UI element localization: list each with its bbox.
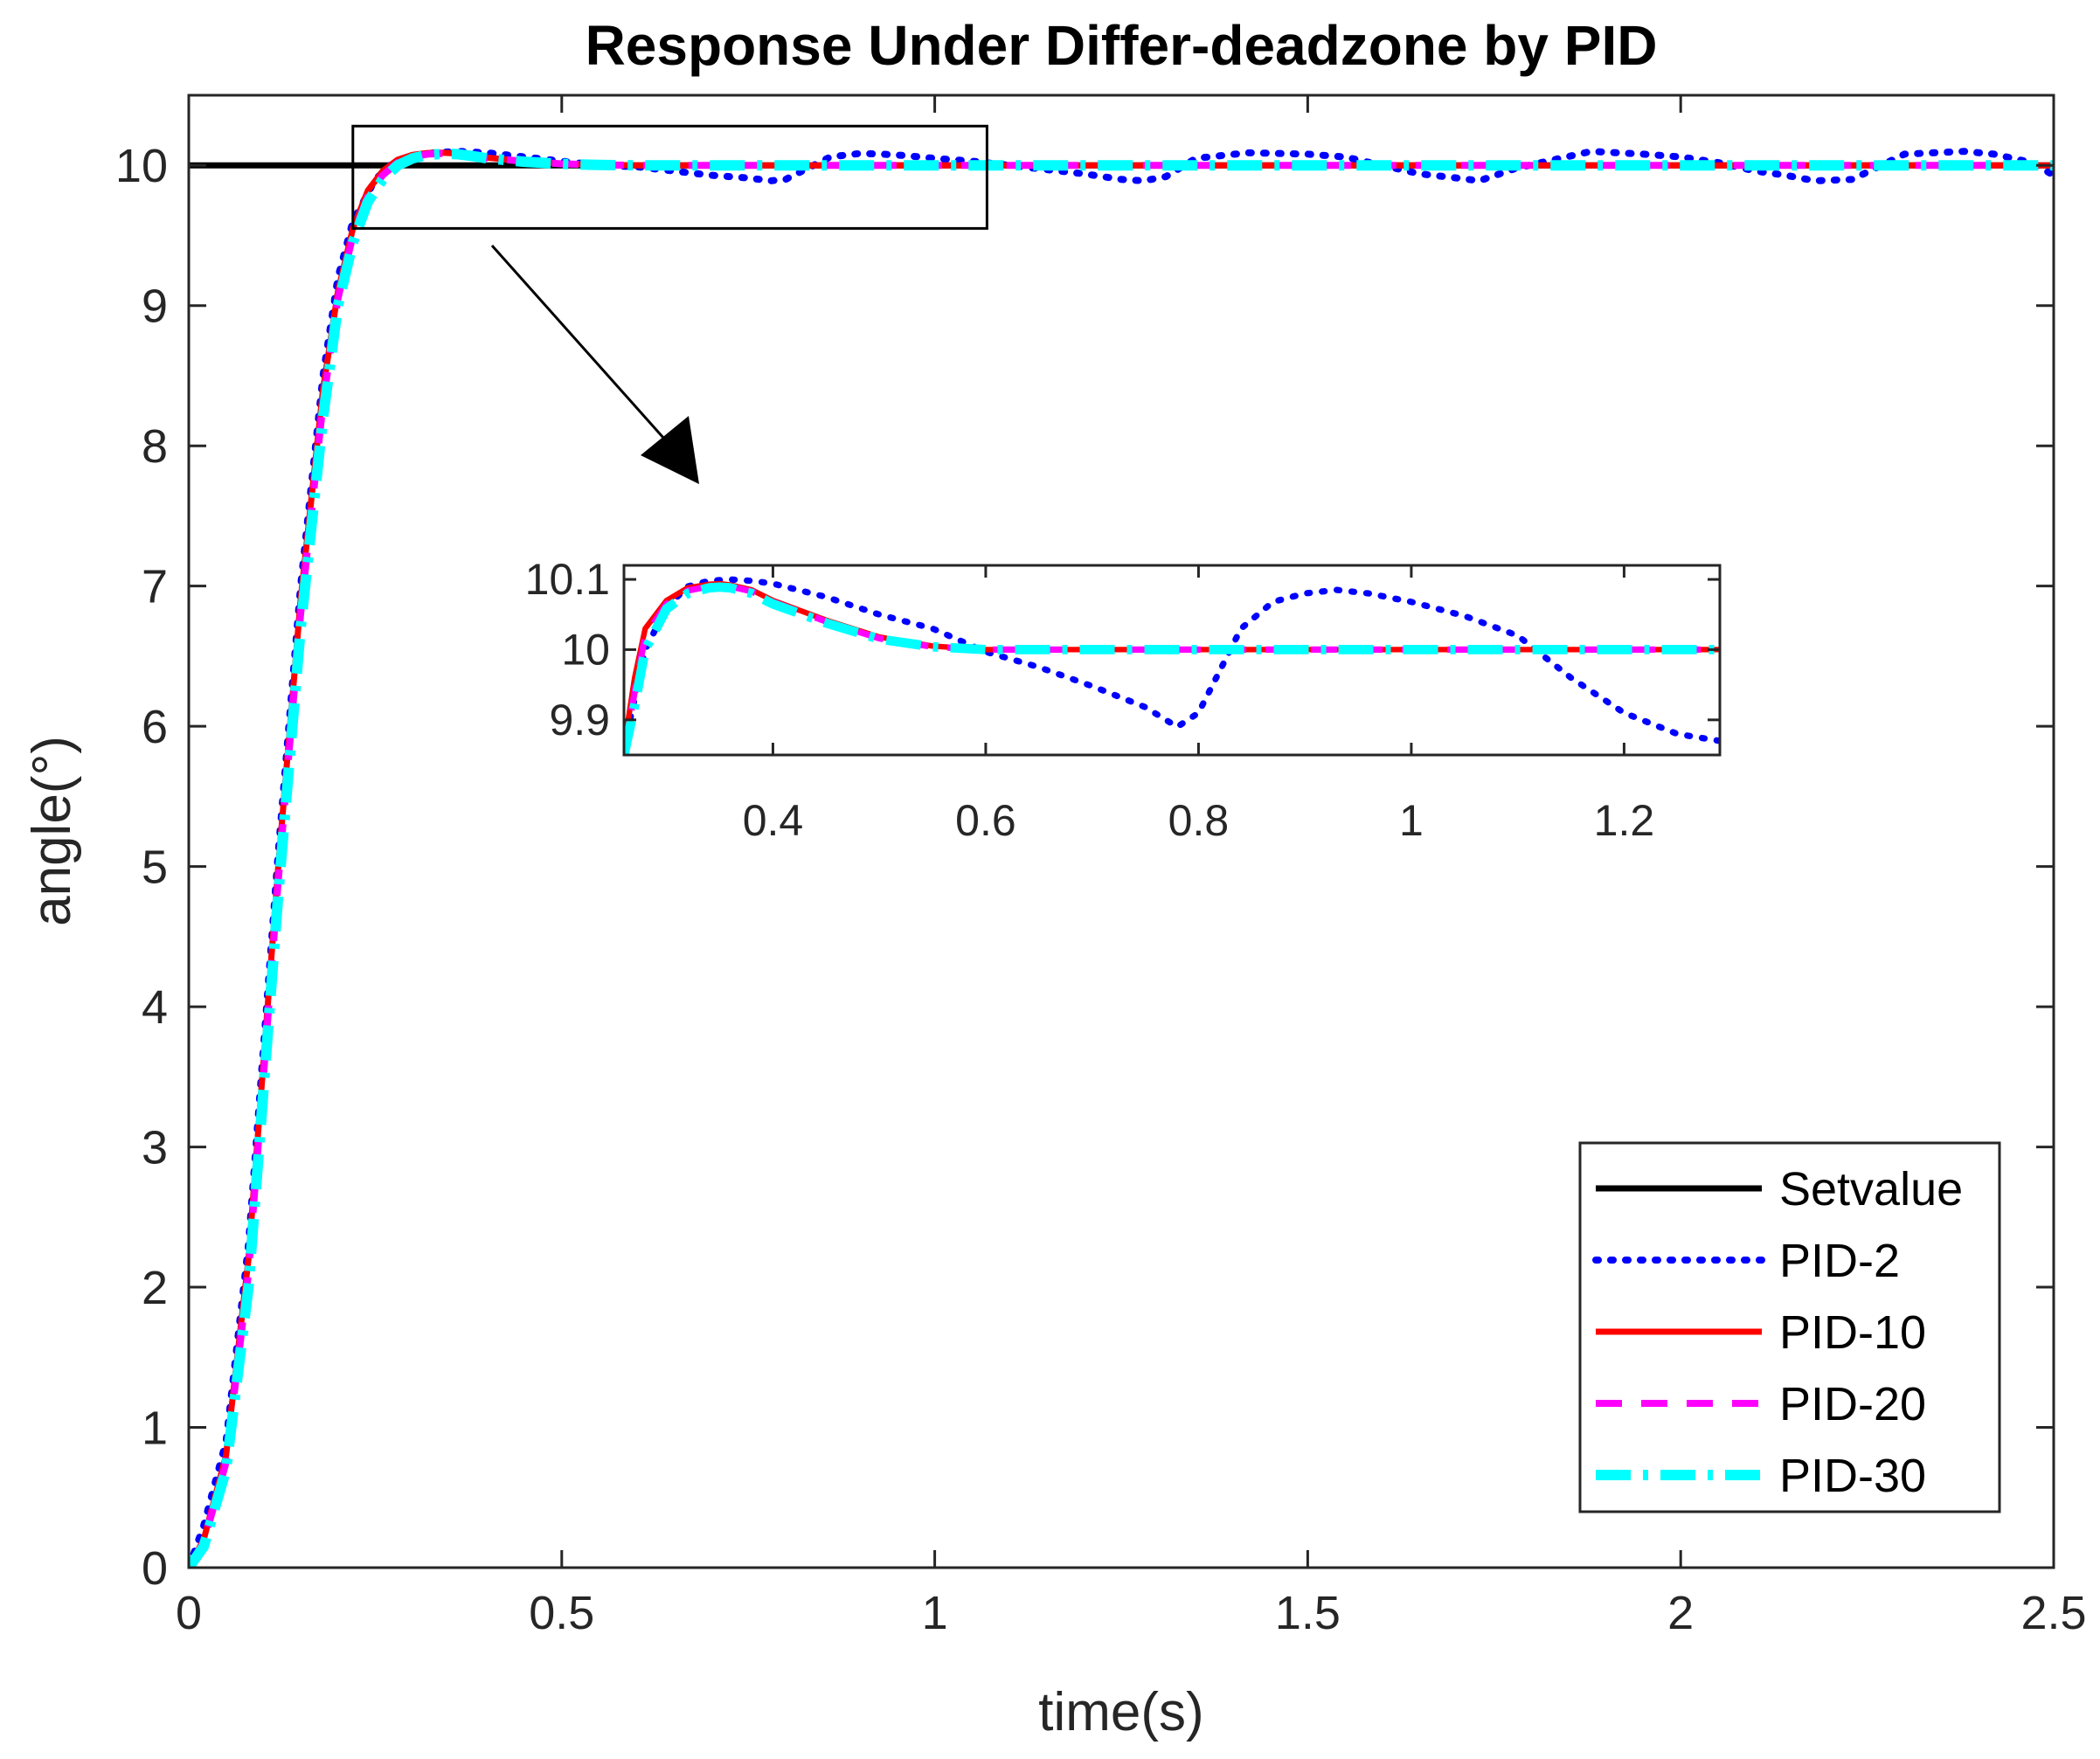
main-axes: 0 0.5 1 1.5 2 2.5 0 1 2 3 4 5 6 7 8 9 10: [115, 93, 2087, 1639]
legend-label-setvalue: Setvalue: [1779, 1163, 1963, 1215]
x-axis-label: time(s): [1038, 1682, 1203, 1742]
legend-label-pid-2: PID-2: [1779, 1235, 1900, 1287]
inset-x-tick-label: 1: [1399, 796, 1424, 845]
inset-y-tick-label: 9.9: [549, 696, 610, 744]
inset-series-pid-30: [624, 582, 1720, 755]
inset-x-tick-label: 0.6: [955, 796, 1016, 845]
inset-axes: 0.4 0.6 0.8 1 1.2 9.9 10 10.1: [525, 555, 1722, 845]
inset-x-tick-label: 1.2: [1594, 796, 1655, 845]
legend-label-pid-30: PID-30: [1779, 1450, 1926, 1502]
y-tick-label: 2: [142, 1262, 168, 1314]
y-tick-label: 7: [142, 561, 168, 613]
y-tick-label: 0: [142, 1542, 168, 1595]
inset-x-tick-label: 0.4: [743, 796, 804, 845]
main-series-pid-30: [189, 149, 2054, 1568]
y-tick-label: 3: [142, 1122, 168, 1174]
y-tick-label: 9: [142, 280, 168, 333]
x-tick-label: 0.5: [529, 1587, 594, 1639]
inset-zoom-plot: 0.4 0.6 0.8 1 1.2 9.9 10 10.1: [525, 555, 1722, 845]
zoom-arrow-icon: [490, 245, 699, 484]
y-tick-label: 6: [142, 701, 168, 753]
chart-title: Response Under Differ-deadzone by PID: [586, 14, 1658, 77]
x-tick-label: 0: [176, 1587, 202, 1639]
x-tick-label: 1.5: [1275, 1587, 1341, 1639]
legend-label-pid-10: PID-10: [1779, 1306, 1926, 1359]
inset-frame: [622, 564, 1722, 757]
x-tick-label: 1: [922, 1587, 948, 1639]
inset-x-tick-label: 0.8: [1168, 796, 1230, 845]
zoom-region-box: [351, 124, 988, 230]
main-plot-series: [189, 148, 2054, 1568]
y-tick-label: 1: [142, 1402, 168, 1455]
inset-y-tick-label: 10.1: [525, 555, 610, 604]
legend: Setvalue PID-2 PID-10 PID-20 PID-30: [1578, 1141, 2001, 1513]
y-tick-label: 8: [142, 420, 168, 473]
y-tick-label: 10: [115, 140, 168, 192]
y-tick-label: 4: [142, 981, 168, 1034]
legend-box: [1578, 1141, 2001, 1513]
inset-y-tick-label: 10: [561, 625, 610, 674]
inset-plot-series: [624, 576, 1720, 755]
x-tick-label: 2.5: [2020, 1587, 2086, 1639]
legend-label-pid-20: PID-20: [1779, 1378, 1926, 1430]
x-tick-label: 2: [1667, 1587, 1694, 1639]
y-tick-label: 5: [142, 841, 168, 894]
y-axis-label: angle(°): [22, 736, 82, 926]
plot-frame: [187, 93, 2055, 1569]
